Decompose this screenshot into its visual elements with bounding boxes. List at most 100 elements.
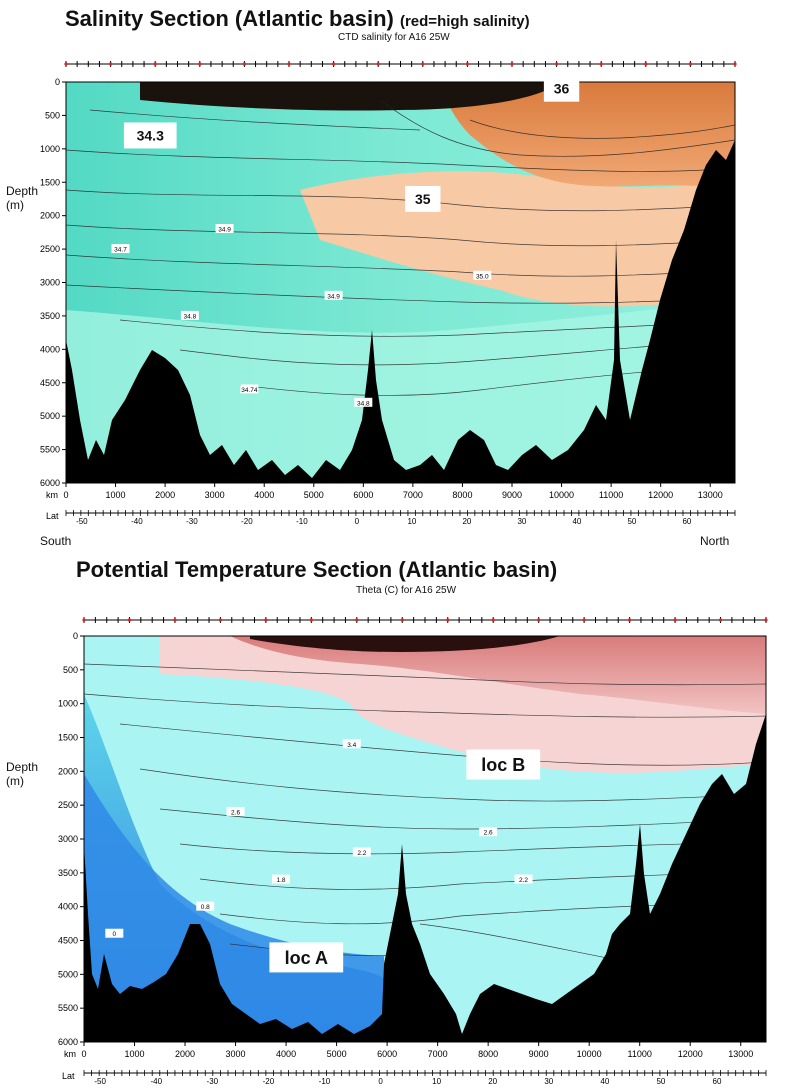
temperature-depth-label-line2: (m)	[6, 774, 24, 788]
contour-label-bg	[479, 827, 498, 837]
depth-tick-label: 5000	[40, 411, 60, 421]
lat-axis-label: Lat	[62, 1071, 75, 1081]
annotation-label: 34.3	[137, 128, 164, 144]
station-marker	[628, 618, 632, 622]
depth-tick-label: 500	[63, 665, 78, 675]
contour-label: 0	[112, 931, 116, 938]
depth-tick-label: 0	[55, 77, 60, 87]
lat-tick-label: 0	[355, 517, 360, 526]
depth-tick-label: 1500	[58, 733, 78, 743]
depth-tick-label: 2000	[40, 211, 60, 221]
station-marker	[555, 62, 559, 66]
salinity-title: Salinity Section (Atlantic basin) (red=h…	[65, 6, 530, 32]
station-marker	[376, 62, 380, 66]
km-tick-label: 1000	[106, 490, 126, 500]
km-tick-label: 12000	[678, 1049, 703, 1059]
km-tick-label: 4000	[254, 490, 274, 500]
station-marker	[421, 62, 425, 66]
station-marker	[109, 62, 113, 66]
lat-tick-label: -40	[150, 1077, 162, 1086]
depth-tick-label: 1000	[40, 144, 60, 154]
lat-tick-label: 20	[462, 517, 471, 526]
contour-label: 34.9	[218, 227, 231, 234]
depth-tick-label: 4500	[58, 936, 78, 946]
contour-label-bg	[240, 384, 259, 394]
station-marker	[332, 62, 336, 66]
station-marker	[153, 62, 157, 66]
contour-label-bg	[272, 874, 291, 884]
station-marker	[218, 618, 222, 622]
temperature-station-markers	[82, 617, 768, 623]
depth-tick-label: 5500	[58, 1003, 78, 1013]
lat-tick-label: 20	[488, 1077, 497, 1086]
depth-tick-label: 3500	[58, 868, 78, 878]
depth-tick-label: 4500	[40, 378, 60, 388]
contour-label-bg	[352, 847, 371, 857]
station-marker	[400, 618, 404, 622]
km-tick-label: 7000	[403, 490, 423, 500]
annotation-label: 36	[554, 81, 570, 97]
depth-tick-label: 0	[73, 631, 78, 641]
salinity-depth-label-line2: (m)	[6, 198, 24, 212]
temperature-title: Potential Temperature Section (Atlantic …	[76, 557, 557, 583]
km-tick-label: 0	[63, 490, 68, 500]
depth-tick-label: 5500	[40, 445, 60, 455]
station-marker	[82, 618, 86, 622]
station-marker	[644, 62, 648, 66]
contour-label-bg	[196, 901, 215, 911]
salinity-depth-label-line1: Depth	[6, 184, 39, 198]
km-axis-label: km	[46, 490, 58, 500]
depth-tick-label: 3000	[40, 278, 60, 288]
salinity-title-note: (red=high salinity)	[399, 13, 530, 30]
lat-tick-label: -20	[263, 1077, 275, 1086]
lat-axis-label: Lat	[46, 511, 59, 521]
salinity-section-chart: 34.7 34.8 34.9 34.9 35.0 34.8 34.74 36 34.3 35 0…	[40, 61, 737, 526]
depth-tick-label: 2500	[40, 244, 60, 254]
depth-tick-label: 1000	[58, 699, 78, 709]
salinity-topography	[66, 140, 735, 483]
lat-tick-label: 40	[600, 1077, 609, 1086]
depth-tick-label: 2500	[58, 800, 78, 810]
lat-tick-label: 50	[656, 1077, 665, 1086]
annotation-label: loc A	[285, 948, 328, 968]
lat-tick-label: -50	[76, 517, 88, 526]
km-tick-label: 13000	[698, 490, 723, 500]
depth-tick-label: 4000	[58, 902, 78, 912]
annotation-box	[543, 75, 580, 102]
contour-label: 34.74	[241, 387, 258, 394]
salinity-title-text: Salinity Section (Atlantic basin)	[65, 6, 394, 31]
station-marker	[173, 618, 177, 622]
station-marker	[264, 618, 268, 622]
km-tick-label: 2000	[155, 490, 175, 500]
depth-tick-label: 500	[45, 110, 60, 120]
depth-tick-label: 3500	[40, 311, 60, 321]
station-marker	[537, 618, 541, 622]
km-tick-label: 10000	[577, 1049, 602, 1059]
station-marker	[733, 62, 737, 66]
north-label: North	[700, 534, 730, 548]
salinity-plot-area: 34.7 34.8 34.9 34.9 35.0 34.8 34.74	[65, 81, 736, 484]
km-tick-label: 4000	[276, 1049, 296, 1059]
km-tick-label: 13000	[728, 1049, 753, 1059]
lat-tick-label: 0	[378, 1077, 383, 1086]
lat-tick-label: -50	[94, 1077, 106, 1086]
lat-tick-label: 60	[713, 1077, 722, 1086]
depth-tick-label: 6000	[40, 478, 60, 488]
km-tick-label: 8000	[452, 490, 472, 500]
contour-label: 2.2	[357, 850, 366, 857]
lat-tick-label: -20	[241, 517, 253, 526]
km-axis-label: km	[64, 1049, 76, 1059]
km-tick-label: 11000	[628, 1049, 652, 1059]
station-marker	[764, 618, 768, 622]
station-marker	[198, 62, 202, 66]
contour-label: 0.8	[201, 904, 210, 911]
temperature-depth-label: Depth (m)	[6, 760, 38, 788]
contour-label-bg	[180, 310, 199, 320]
contour-label-bg	[215, 224, 234, 234]
km-tick-label: 1000	[125, 1049, 145, 1059]
temperature-depth-label-line1: Depth	[6, 760, 39, 774]
depth-tick-label: 1500	[40, 177, 60, 187]
depth-tick-label: 4000	[40, 344, 60, 354]
station-marker	[446, 618, 450, 622]
contour-label-bg	[514, 874, 533, 884]
